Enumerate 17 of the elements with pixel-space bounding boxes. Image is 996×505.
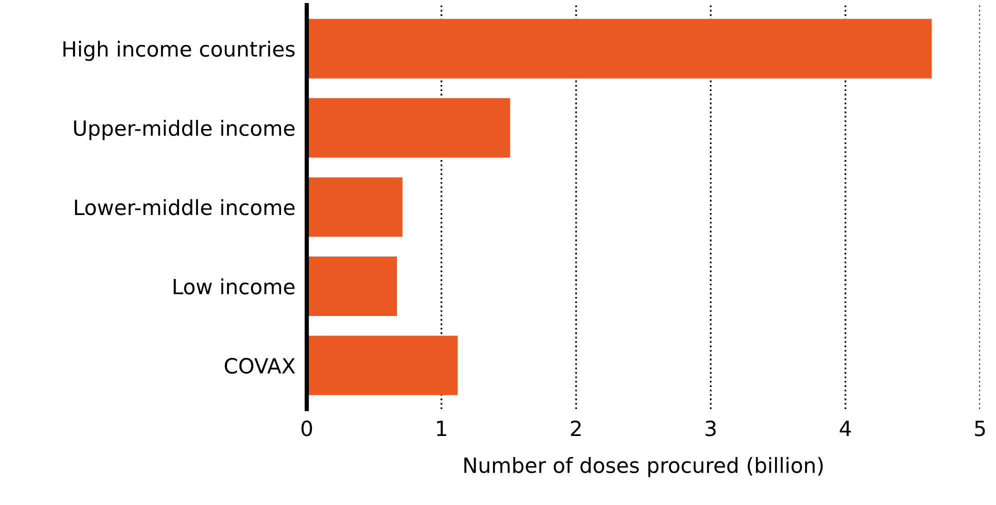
y-tick-label: COVAX (224, 358, 296, 374)
y-tick-label: Upper-middle income (74, 120, 295, 140)
x-tick-label: 5 (975, 420, 985, 436)
x-axis-title: Number of doses procured (billion) (464, 456, 823, 478)
bar (306, 256, 397, 316)
x-tick-label: 2 (570, 420, 581, 436)
x-tick-label: 0 (302, 420, 312, 436)
x-tick-label: 1 (437, 420, 446, 436)
bar (306, 177, 402, 237)
y-tick-label: High income countries (63, 40, 295, 61)
bar (306, 98, 510, 158)
x-tick-label: 3 (706, 420, 716, 436)
x-tick-label: 4 (840, 420, 851, 436)
y-tick-label: Lower-middle income (75, 199, 295, 216)
y-tick-label: Low income (174, 278, 295, 294)
bar (306, 18, 932, 78)
bar (306, 336, 458, 396)
